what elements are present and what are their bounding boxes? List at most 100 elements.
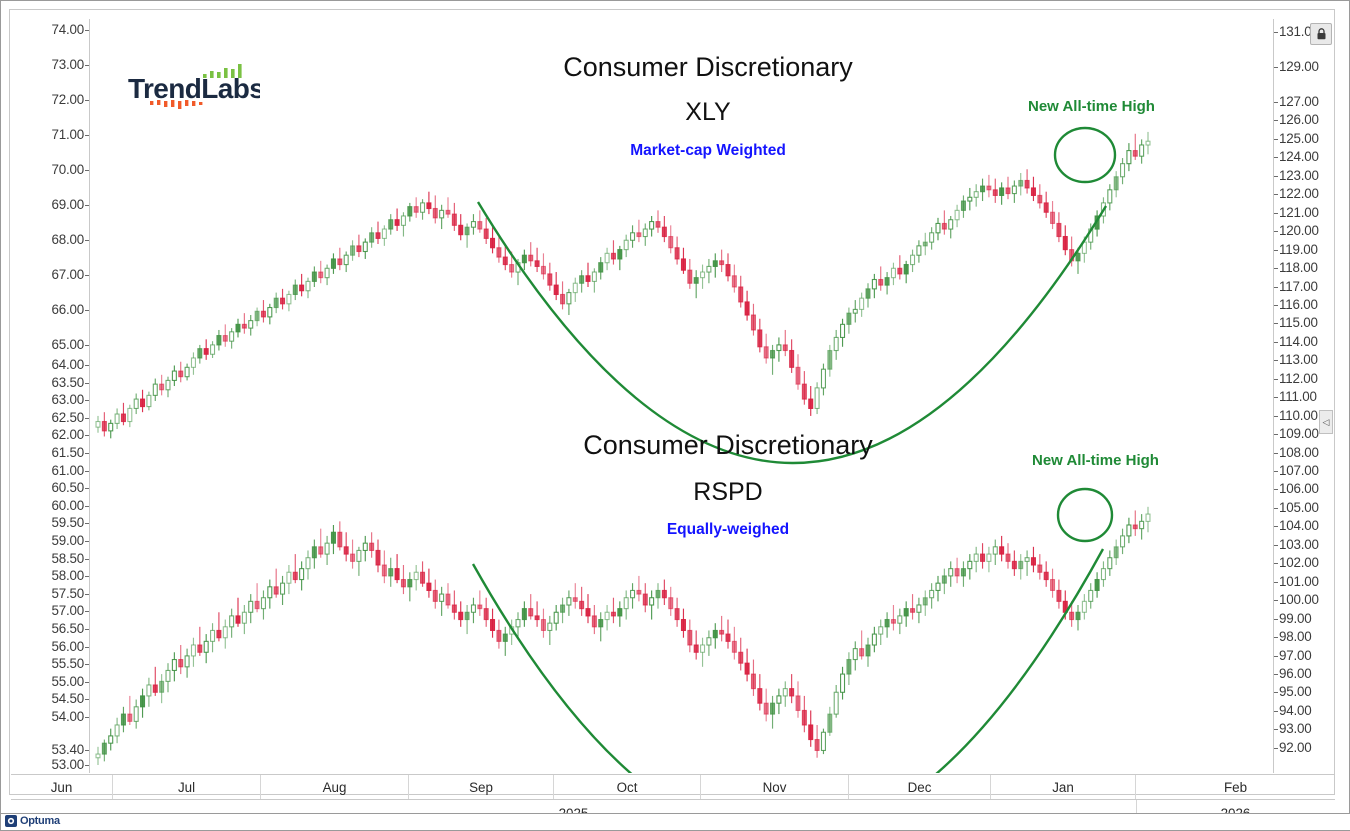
candle-body — [1011, 560, 1017, 570]
candle-body — [910, 608, 916, 613]
left-axis-tick-mark — [85, 750, 89, 751]
x-axis-month-sep[interactable]: Sep — [409, 775, 554, 799]
right-axis-tick: 97.00 — [1279, 647, 1312, 663]
right-axis-tick: 106.00 — [1279, 481, 1319, 497]
candle-body — [432, 207, 438, 219]
candle-body — [1145, 140, 1151, 146]
candle-body — [661, 589, 667, 599]
candle-body — [789, 688, 795, 697]
x-axis-month-oct[interactable]: Oct — [554, 775, 701, 799]
right-axis-tick-mark — [1274, 286, 1278, 288]
candle-body — [1100, 568, 1106, 581]
candle-body — [248, 320, 254, 329]
candle-body — [725, 633, 731, 642]
left-axis-tick: 58.50 — [51, 550, 84, 566]
candle-body — [388, 568, 394, 577]
left-axis-tick-mark — [85, 382, 89, 384]
candle-body — [973, 553, 979, 562]
right-axis-tick-mark — [1274, 434, 1278, 436]
candle-body — [540, 265, 546, 275]
right-axis-tick-mark — [1274, 729, 1278, 731]
candle-body — [795, 366, 801, 385]
candle-body — [1113, 176, 1119, 191]
candle-body — [687, 629, 693, 646]
candle-body — [738, 286, 744, 303]
candle-body — [267, 306, 273, 318]
candle-body — [445, 593, 451, 606]
candle-body — [750, 673, 756, 690]
candle-body — [343, 254, 349, 266]
candle-body — [591, 615, 597, 628]
candle-body — [967, 196, 973, 202]
price-axis-right[interactable]: 131.00 129.00 127.00 126.00 125.00 124.00 123.… — [1274, 19, 1336, 773]
x-axis-month-jun[interactable]: Jun — [11, 775, 113, 799]
candle-body — [140, 398, 146, 408]
candle-body — [1126, 524, 1132, 537]
left-axis-tick-mark — [85, 681, 89, 683]
x-axis-month-feb[interactable]: Feb — [1223, 779, 1248, 795]
right-axis-tick: 111.00 — [1279, 389, 1317, 405]
candle-body — [929, 589, 935, 599]
right-axis-tick: 92.00 — [1279, 739, 1312, 755]
candle-body — [579, 600, 585, 610]
x-axis-month-aug[interactable]: Aug — [261, 775, 409, 799]
x-axis-month-nov[interactable]: Nov — [701, 775, 849, 799]
candle-body — [750, 314, 756, 331]
right-axis-tick-mark — [1274, 212, 1278, 214]
candle-body — [630, 589, 636, 599]
left-axis-tick: 74.00 — [51, 22, 84, 37]
candle-body — [286, 293, 292, 305]
candle-body — [114, 413, 120, 424]
candle-body — [318, 546, 324, 555]
left-axis-tick: 68.00 — [51, 232, 84, 247]
candle-body — [362, 241, 368, 253]
candle-body — [133, 398, 139, 409]
candle-body — [1030, 187, 1036, 196]
x-axis-month-dec[interactable]: Dec — [849, 775, 991, 799]
candle-body — [706, 637, 712, 646]
candle-body — [1056, 222, 1062, 238]
candle-body — [954, 209, 960, 221]
candle-body — [502, 256, 508, 266]
candle-body — [356, 245, 362, 253]
candle-body — [960, 200, 966, 211]
candle-body — [292, 571, 298, 581]
left-axis-tick-mark — [85, 65, 89, 66]
right-axis-tick-mark — [1274, 397, 1278, 399]
candle-body — [381, 564, 387, 577]
candle-body — [165, 669, 171, 682]
candle-body — [693, 277, 699, 284]
plot-area[interactable] — [90, 19, 1273, 773]
price-axis-left[interactable]: 74.00 73.00 72.00 71.00 70.00 69.00 68.00 67.00… — [11, 19, 89, 773]
candle-body — [865, 644, 871, 657]
left-axis-tick-mark — [85, 345, 89, 346]
candle-body — [617, 608, 623, 617]
candle-body — [254, 600, 260, 610]
candle-body — [1088, 589, 1094, 602]
x-axis-month-jul[interactable]: Jul — [113, 775, 261, 799]
lock-icon[interactable] — [1310, 23, 1332, 45]
candle-body — [184, 655, 190, 668]
candle-body — [413, 206, 419, 213]
candle-body — [757, 688, 763, 704]
candle-body — [273, 297, 279, 309]
candle-body — [439, 593, 445, 602]
new-high-circle-rspd — [1056, 487, 1114, 543]
candle-body — [617, 249, 623, 260]
x-axis-months[interactable]: Jun Jul Aug Sep Oct Nov Dec Jan Feb — [11, 774, 1335, 800]
left-axis-tick-mark — [85, 30, 89, 31]
candle-body — [1081, 600, 1087, 613]
chevron-left-icon[interactable]: ◁ — [1319, 410, 1333, 434]
x-axis-month-jan[interactable]: Jan — [991, 775, 1136, 799]
candle-body — [693, 644, 699, 653]
candle-body — [725, 264, 731, 277]
candle-body — [999, 187, 1005, 196]
candle-body — [1120, 163, 1126, 178]
panel-title-rspd: Consumer Discretionary — [583, 430, 873, 460]
candle-body — [420, 202, 426, 213]
left-axis-tick-mark — [85, 558, 89, 560]
candle-body — [299, 568, 305, 581]
right-axis-tick-mark — [1274, 471, 1278, 472]
annotation-new-high-xly: New All-time High — [1028, 98, 1155, 115]
right-axis-tick-mark — [1274, 67, 1278, 68]
